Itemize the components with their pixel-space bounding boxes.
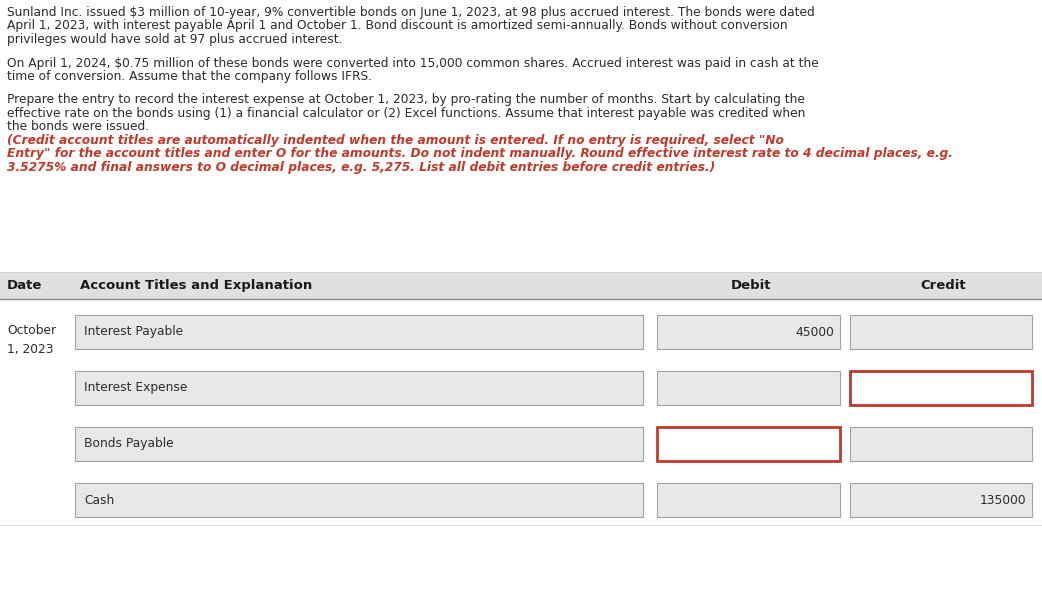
Text: Credit: Credit	[920, 279, 966, 292]
Bar	[658, 427, 840, 461]
Text: Account Titles and Explanation: Account Titles and Explanation	[80, 279, 313, 292]
Text: effective rate on the bonds using (1) a financial calculator or (2) Excel functi: effective rate on the bonds using (1) a …	[7, 107, 805, 120]
Text: Bonds Payable: Bonds Payable	[84, 437, 174, 451]
Text: On April 1, 2024, $0.75 million of these bonds were converted into 15,000 common: On April 1, 2024, $0.75 million of these…	[7, 56, 819, 69]
Text: Sunland Inc. issued $3 million of 10-year, 9% convertible bonds on June 1, 2023,: Sunland Inc. issued $3 million of 10-yea…	[7, 6, 815, 19]
Bar	[75, 483, 643, 517]
Bar	[658, 371, 840, 405]
Text: Interest Expense: Interest Expense	[84, 381, 188, 394]
Bar	[850, 427, 1032, 461]
Text: Prepare the entry to record the interest expense at October 1, 2023, by pro-rati: Prepare the entry to record the interest…	[7, 94, 804, 107]
Bar	[658, 483, 840, 517]
Bar	[658, 315, 840, 349]
Text: privileges would have sold at 97 plus accrued interest.: privileges would have sold at 97 plus ac…	[7, 33, 343, 46]
Text: Entry" for the account titles and enter O for the amounts. Do not indent manuall: Entry" for the account titles and enter …	[7, 147, 952, 160]
Text: Cash: Cash	[84, 494, 115, 507]
Text: (Credit account titles are automatically indented when the amount is entered. If: (Credit account titles are automatically…	[7, 134, 784, 147]
Text: 45000: 45000	[795, 326, 834, 339]
Text: Date: Date	[7, 279, 43, 292]
Bar	[75, 315, 643, 349]
Bar	[850, 371, 1032, 405]
Bar	[850, 315, 1032, 349]
Bar	[0, 272, 1042, 299]
Text: the bonds were issued.: the bonds were issued.	[7, 121, 153, 134]
Text: 3.5275% and final answers to O decimal places, e.g. 5,275. List all debit entrie: 3.5275% and final answers to O decimal p…	[7, 161, 715, 174]
Text: Interest Payable: Interest Payable	[84, 326, 183, 339]
Text: 135000: 135000	[979, 494, 1026, 507]
Bar	[850, 483, 1032, 517]
Text: October
1, 2023: October 1, 2023	[7, 324, 56, 356]
Text: Debit: Debit	[731, 279, 772, 292]
Text: April 1, 2023, with interest payable April 1 and October 1. Bond discount is amo: April 1, 2023, with interest payable Apr…	[7, 20, 788, 33]
Bar	[75, 371, 643, 405]
Bar	[75, 427, 643, 461]
Text: time of conversion. Assume that the company follows IFRS.: time of conversion. Assume that the comp…	[7, 70, 372, 83]
